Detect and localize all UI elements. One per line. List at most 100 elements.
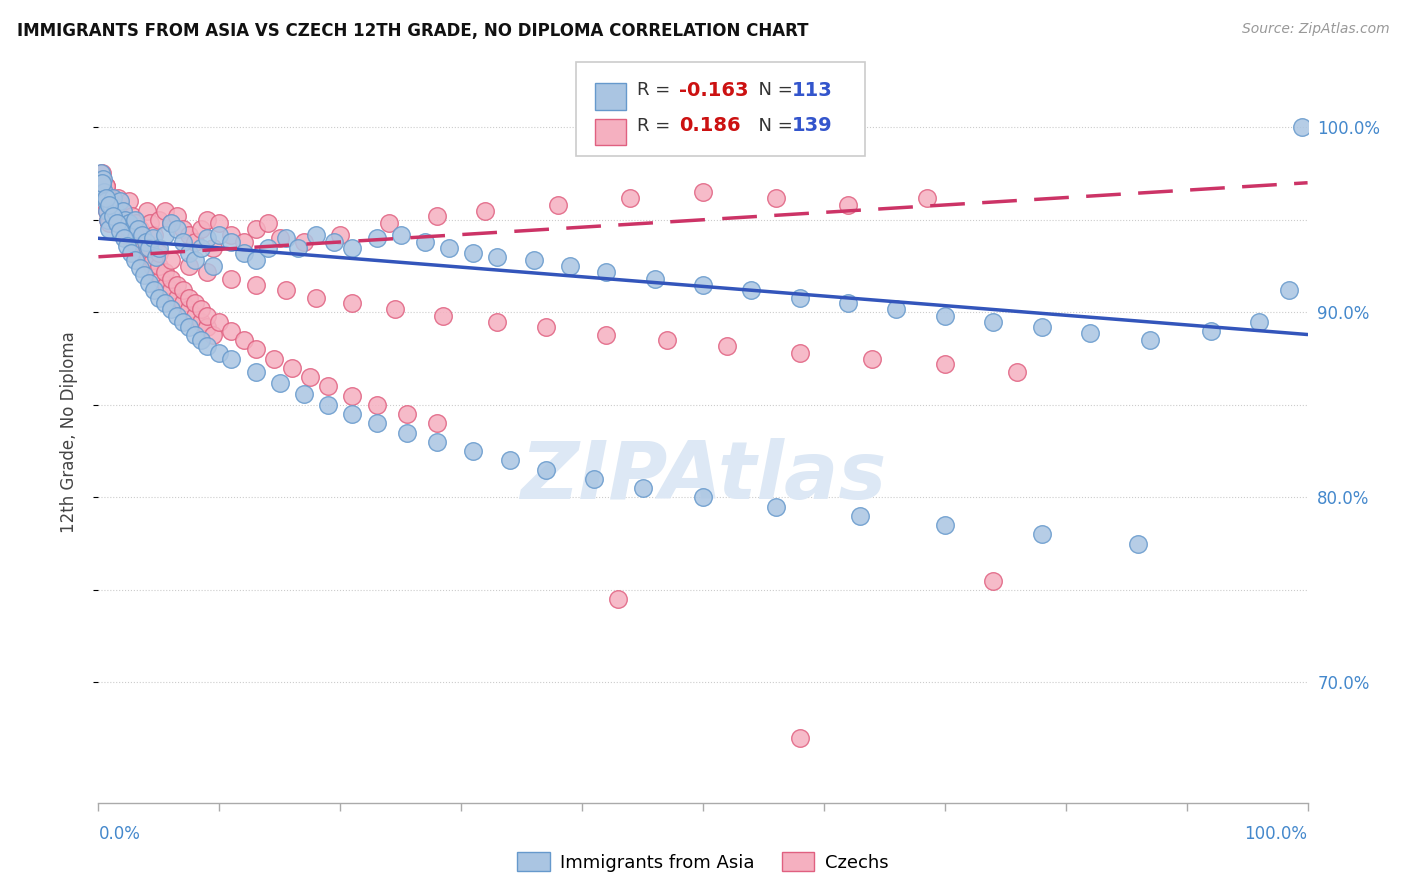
Point xyxy=(138,276,160,290)
Point xyxy=(245,277,267,292)
Point xyxy=(166,309,188,323)
Point xyxy=(94,179,117,194)
Point xyxy=(160,217,183,231)
Point xyxy=(789,291,811,305)
Point xyxy=(179,291,201,305)
Point xyxy=(232,246,254,260)
Point xyxy=(150,272,173,286)
Point xyxy=(486,314,509,328)
Point xyxy=(172,283,194,297)
Point xyxy=(107,217,129,231)
Point xyxy=(96,203,118,218)
Point xyxy=(118,227,141,242)
Point xyxy=(148,240,170,254)
Point xyxy=(342,389,364,403)
Point xyxy=(413,235,436,249)
Point xyxy=(934,357,956,371)
Point xyxy=(195,212,218,227)
Point xyxy=(981,314,1004,328)
Point xyxy=(184,309,207,323)
Point xyxy=(595,327,617,342)
Text: Source: ZipAtlas.com: Source: ZipAtlas.com xyxy=(1241,22,1389,37)
Point xyxy=(292,386,315,401)
Point xyxy=(316,379,339,393)
Point xyxy=(486,250,509,264)
Point xyxy=(108,217,131,231)
Point xyxy=(934,309,956,323)
Point xyxy=(141,259,163,273)
Point xyxy=(179,246,201,260)
Point xyxy=(316,398,339,412)
Point xyxy=(120,246,142,260)
Legend: Immigrants from Asia, Czechs: Immigrants from Asia, Czechs xyxy=(510,845,896,879)
Point xyxy=(1199,324,1222,338)
Point xyxy=(93,185,115,199)
Point xyxy=(104,203,127,218)
Point xyxy=(131,246,153,260)
Point xyxy=(256,217,278,231)
Point xyxy=(190,222,212,236)
Point xyxy=(789,731,811,745)
Point xyxy=(547,198,569,212)
Point xyxy=(323,235,346,249)
Point xyxy=(111,203,134,218)
Point xyxy=(124,253,146,268)
Point xyxy=(172,314,194,328)
Point xyxy=(96,203,118,218)
Point xyxy=(172,296,194,310)
Point xyxy=(94,194,117,209)
Y-axis label: 12th Grade, No Diploma: 12th Grade, No Diploma xyxy=(59,332,77,533)
Point xyxy=(692,185,714,199)
Point xyxy=(190,314,212,328)
Point xyxy=(143,227,166,242)
Point xyxy=(221,351,243,366)
Point xyxy=(437,240,460,254)
Point xyxy=(129,240,152,254)
Point xyxy=(1031,320,1053,334)
Point xyxy=(148,246,170,260)
Point xyxy=(172,235,194,249)
Point xyxy=(101,198,124,212)
Point xyxy=(474,203,496,218)
Point xyxy=(426,209,449,223)
Point xyxy=(132,227,155,242)
Point xyxy=(1031,527,1053,541)
Point xyxy=(100,198,122,212)
Point xyxy=(765,500,787,514)
Point xyxy=(135,246,157,260)
Point xyxy=(112,231,135,245)
Text: 139: 139 xyxy=(792,116,832,136)
Point xyxy=(190,333,212,347)
Point xyxy=(148,212,170,227)
Point xyxy=(184,253,207,268)
Point xyxy=(184,327,207,342)
Point xyxy=(432,309,454,323)
Point xyxy=(195,309,218,323)
Point xyxy=(108,217,131,231)
Point xyxy=(128,260,150,275)
Point xyxy=(118,222,141,236)
Point xyxy=(221,324,243,338)
Point xyxy=(981,574,1004,588)
Point xyxy=(91,166,114,180)
Point xyxy=(131,227,153,242)
Point xyxy=(93,194,115,209)
Point xyxy=(98,198,121,212)
Point xyxy=(305,291,328,305)
Point xyxy=(202,259,225,273)
Point xyxy=(112,222,135,236)
Point xyxy=(190,240,212,254)
Point xyxy=(329,227,352,242)
Point xyxy=(202,327,225,342)
Point xyxy=(93,198,115,212)
Point xyxy=(292,235,315,249)
Point xyxy=(107,190,129,204)
Point xyxy=(98,222,121,236)
Point xyxy=(426,434,449,449)
Point xyxy=(195,338,218,352)
Point xyxy=(134,268,156,283)
Point xyxy=(245,253,267,268)
Point xyxy=(166,209,188,223)
Text: IMMIGRANTS FROM ASIA VS CZECH 12TH GRADE, NO DIPLOMA CORRELATION CHART: IMMIGRANTS FROM ASIA VS CZECH 12TH GRADE… xyxy=(17,22,808,40)
Point xyxy=(153,264,176,278)
